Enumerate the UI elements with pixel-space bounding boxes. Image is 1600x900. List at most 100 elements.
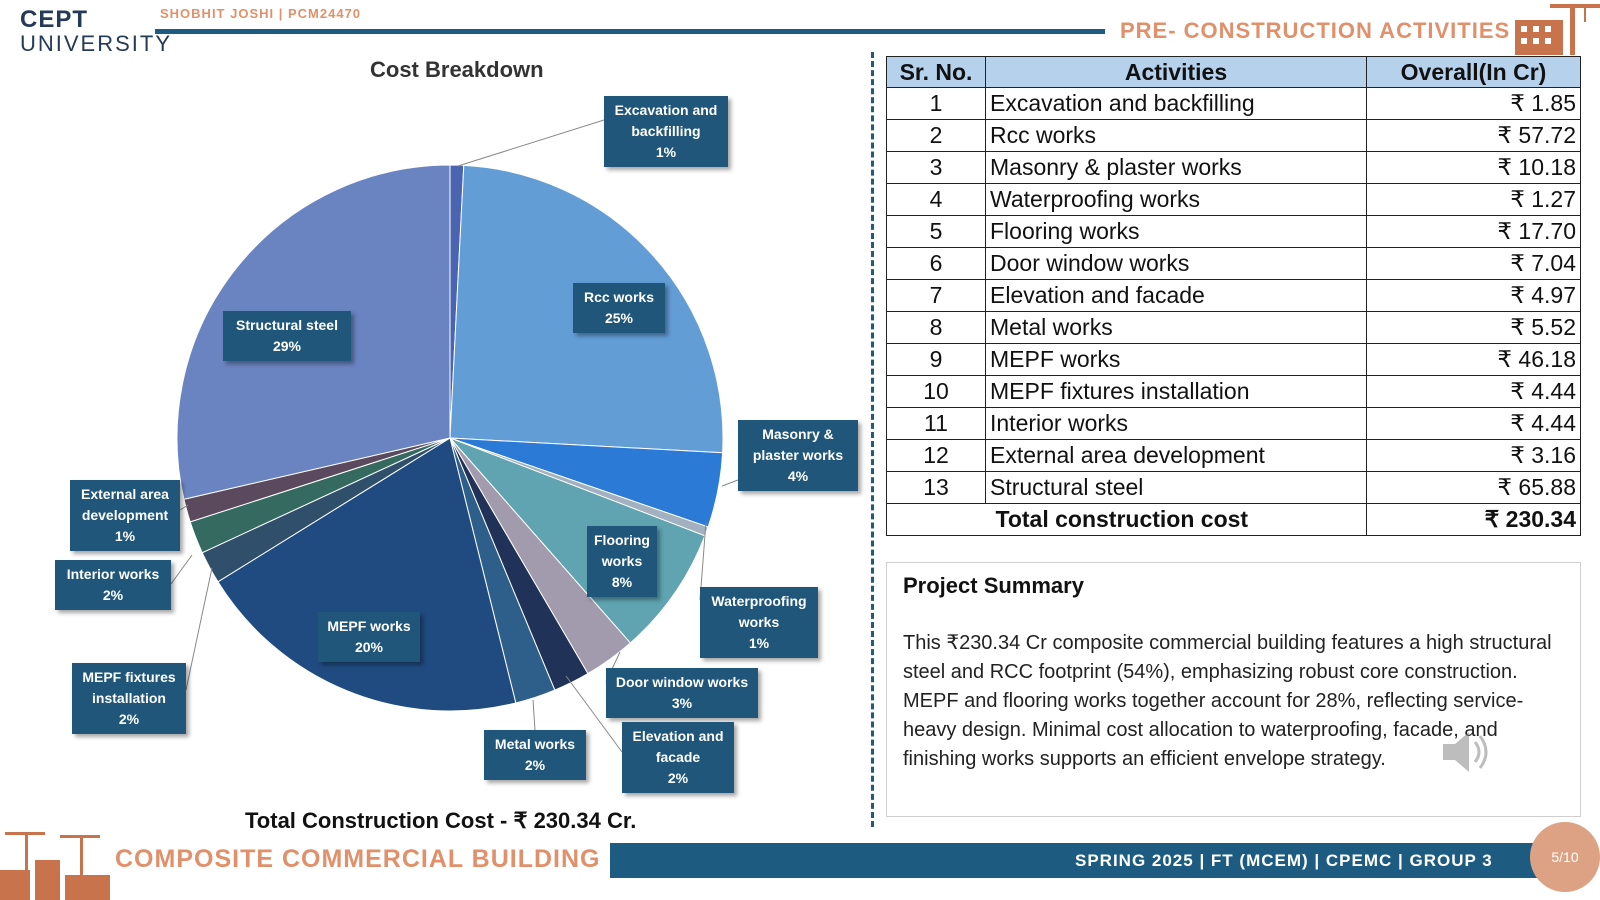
row-activity: MEPF works: [985, 343, 1367, 376]
data-label-line: Waterproofing: [711, 593, 807, 609]
row-activity: Masonry & plaster works: [985, 151, 1367, 184]
data-label-line: 2%: [118, 711, 140, 727]
row-sr-no: 8: [886, 311, 986, 344]
data-label-line: works: [601, 553, 643, 569]
row-activity: Door window works: [985, 247, 1367, 280]
row-activity: External area development: [985, 439, 1367, 472]
row-activity: Excavation and backfilling: [985, 87, 1367, 120]
header-overall: Overall(In Cr): [1366, 56, 1581, 88]
total-blank-cell: [886, 503, 986, 536]
data-label-line: External area: [81, 486, 169, 502]
table-row: 7 Elevation and facade ₹ 4.97: [886, 279, 1581, 312]
total-label: Total construction cost: [985, 503, 1367, 536]
row-sr-no: 7: [886, 279, 986, 312]
page-number-badge: 5/10: [1530, 822, 1600, 892]
table-row: 3 Masonry & plaster works ₹ 10.18: [886, 151, 1581, 184]
row-cost: ₹ 3.16: [1366, 439, 1581, 472]
table-row: 8 Metal works ₹ 5.52: [886, 311, 1581, 344]
row-activity: Metal works: [985, 311, 1367, 344]
data-label-line: Flooring: [594, 532, 650, 548]
data-label-line: plaster works: [752, 447, 844, 463]
data-label-line: 4%: [787, 468, 809, 484]
row-activity: MEPF fixtures installation: [985, 375, 1367, 408]
row-cost: ₹ 1.27: [1366, 183, 1581, 216]
leader-line-7: [532, 699, 536, 731]
data-label-line: development: [81, 507, 169, 523]
logo-line2: UNIVERSITY: [20, 31, 173, 56]
project-summary-box: Project Summary This ₹230.34 Cr composit…: [886, 562, 1581, 817]
table-total-row: Total construction cost ₹ 230.34: [886, 503, 1581, 536]
data-label-line: Rcc works: [583, 289, 655, 305]
footer-bar: [610, 843, 1570, 878]
row-sr-no: 4: [886, 183, 986, 216]
data-label-line: facade: [655, 749, 701, 765]
footer-info: SPRING 2025 | FT (MCEM) | CPEMC | GROUP …: [1075, 851, 1493, 870]
table-row: 1 Excavation and backfilling ₹ 1.85: [886, 87, 1581, 120]
university-logo: CEPT UNIVERSITY: [20, 8, 173, 58]
row-cost: ₹ 5.52: [1366, 311, 1581, 344]
construction-skyline-icon: [0, 832, 110, 900]
speaker-icon[interactable]: [1435, 722, 1495, 782]
data-label-line: MEPF works: [327, 618, 411, 634]
row-sr-no: 3: [886, 151, 986, 184]
data-label-line: works: [738, 614, 780, 630]
data-label-line: 2%: [102, 587, 124, 603]
data-label-10: Interior works 2%: [55, 560, 171, 610]
total-value: ₹ 230.34: [1366, 503, 1581, 536]
row-cost: ₹ 7.04: [1366, 247, 1581, 280]
table-row: 13 Structural steel ₹ 65.88: [886, 471, 1581, 504]
data-label-line: 1%: [114, 528, 136, 544]
row-sr-no: 6: [886, 247, 986, 280]
row-cost: ₹ 57.72: [1366, 119, 1581, 152]
data-label-line: backfilling: [631, 123, 701, 139]
summary-title: Project Summary: [903, 573, 1084, 598]
row-cost: ₹ 10.18: [1366, 151, 1581, 184]
row-activity: Flooring works: [985, 215, 1367, 248]
summary-text: This ₹230.34 Cr composite commercial bui…: [903, 632, 1552, 770]
data-label-line: 29%: [272, 338, 302, 354]
row-cost: ₹ 1.85: [1366, 87, 1581, 120]
leader-line-0: [457, 119, 605, 167]
table-row: 10 MEPF fixtures installation ₹ 4.44: [886, 375, 1581, 408]
table-row: 12 External area development ₹ 3.16: [886, 439, 1581, 472]
row-sr-no: 10: [886, 375, 986, 408]
row-cost: ₹ 4.44: [1366, 407, 1581, 440]
leader-line-2: [721, 479, 739, 487]
table-row: 2 Rcc works ₹ 57.72: [886, 119, 1581, 152]
row-sr-no: 9: [886, 343, 986, 376]
data-label-line: MEPF fixtures: [82, 669, 176, 685]
data-label-line: Metal works: [494, 736, 576, 752]
data-label-4: Flooring works 8%: [587, 526, 657, 597]
row-cost: ₹ 4.97: [1366, 279, 1581, 312]
leader-line-6: [565, 675, 623, 753]
data-label-8: MEPF works 20%: [318, 612, 420, 662]
data-label-7: Metal works 2%: [484, 730, 586, 780]
data-label-line: installation: [92, 690, 166, 706]
construction-crane-icon: [1515, 4, 1600, 55]
row-sr-no: 5: [886, 215, 986, 248]
row-activity: Interior works: [985, 407, 1367, 440]
data-label-3: Waterproofing works 1%: [700, 587, 818, 658]
header-sr-no: Sr. No.: [886, 56, 986, 88]
table-row: 11 Interior works ₹ 4.44: [886, 407, 1581, 440]
data-label-line: 20%: [354, 639, 384, 655]
section-divider: [871, 52, 874, 827]
data-label-line: 1%: [655, 144, 677, 160]
data-label-2: Masonry & plaster works 4%: [738, 420, 858, 491]
table-header-row: Sr. No. Activities Overall(In Cr): [886, 56, 1581, 88]
table-row: 5 Flooring works ₹ 17.70: [886, 215, 1581, 248]
row-sr-no: 1: [886, 87, 986, 120]
data-label-11: External area development 1%: [70, 480, 180, 551]
table-row: 4 Waterproofing works ₹ 1.27: [886, 183, 1581, 216]
data-label-line: 1%: [748, 635, 770, 651]
row-activity: Waterproofing works: [985, 183, 1367, 216]
data-label-line: Excavation and: [614, 102, 718, 118]
section-title: PRE- CONSTRUCTION ACTIVITIES: [1120, 18, 1511, 43]
leader-line-9: [185, 567, 213, 691]
data-label-line: Structural steel: [236, 317, 338, 333]
data-label-line: 8%: [611, 574, 633, 590]
data-label-line: 25%: [604, 310, 634, 326]
row-sr-no: 2: [886, 119, 986, 152]
header-activities: Activities: [985, 56, 1367, 88]
pie-slice-8: [217, 437, 517, 712]
